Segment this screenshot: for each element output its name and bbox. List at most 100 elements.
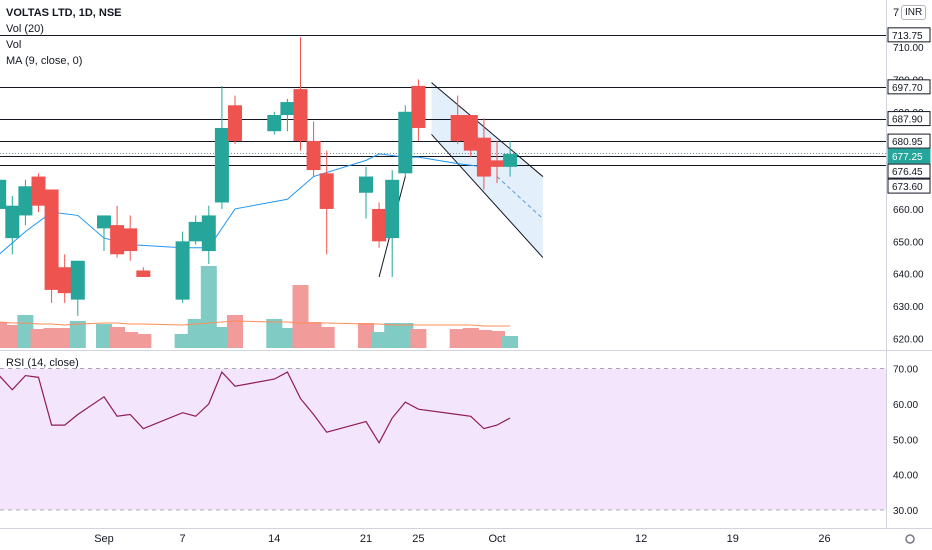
volume-bar	[292, 285, 309, 348]
channel-lower-line[interactable]	[431, 134, 544, 258]
indicator-vol20[interactable]: Vol (20)	[6, 23, 44, 35]
candle-body[interactable]	[490, 160, 504, 167]
level-price-label: 673.60	[892, 182, 923, 193]
time-tick-label: 19	[727, 533, 739, 545]
volume-bar	[43, 328, 60, 348]
volume-bar	[69, 321, 86, 348]
volume-bar	[449, 329, 466, 348]
level-price-label-box	[887, 79, 931, 95]
volume-bar	[227, 315, 243, 348]
level-price-label: 713.75	[892, 31, 923, 42]
currency-button[interactable]: INR	[901, 5, 927, 20]
candle-body[interactable]	[201, 215, 216, 252]
candle-body[interactable]	[306, 140, 321, 171]
candle-body[interactable]	[44, 189, 59, 290]
symbol-title[interactable]: VOLTAS LTD, 1D, NSE	[6, 7, 122, 19]
volume-bar	[174, 334, 191, 348]
candle-body[interactable]	[228, 105, 242, 141]
rsi-band-fill	[0, 368, 886, 510]
time-tick-label: 12	[635, 533, 647, 545]
volume-bar	[30, 329, 47, 348]
volume-bar	[358, 323, 374, 348]
candle-body[interactable]	[503, 153, 518, 167]
volume-bar	[371, 332, 388, 348]
rsi-tick-label: 60.00	[893, 400, 918, 411]
volume-bar	[318, 327, 335, 348]
volume-bar	[213, 327, 230, 348]
time-tick-label: 7	[180, 533, 186, 545]
rsi-tick-label: 30.00	[893, 506, 918, 517]
candle-body[interactable]	[70, 260, 85, 300]
candle-body[interactable]	[97, 215, 111, 229]
scale-digit: 7	[893, 7, 900, 19]
volume-bar	[384, 323, 401, 348]
volume-bar	[502, 336, 519, 348]
candle-body[interactable]	[319, 173, 334, 209]
candle-body[interactable]	[57, 267, 72, 294]
candle-body[interactable]	[398, 111, 413, 174]
candle-body[interactable]	[372, 208, 387, 242]
settings-gear-icon[interactable]	[905, 534, 915, 544]
volume-bar	[96, 324, 112, 348]
chart-legend: VOLTAS LTD, 1D, NSE Vol (20) Vol MA (9, …	[6, 5, 122, 69]
indicator-ma[interactable]: MA (9, close, 0)	[6, 55, 83, 67]
volume-bar	[56, 328, 73, 348]
candle-body[interactable]	[5, 205, 20, 239]
volume-bar	[135, 334, 152, 348]
time-tick-label: Sep	[94, 533, 114, 545]
indicator-vol[interactable]: Vol	[6, 39, 22, 51]
candle-body[interactable]	[214, 127, 229, 203]
volume-bar	[462, 328, 479, 348]
candle-body[interactable]	[188, 221, 203, 242]
level-price-label-box	[887, 27, 931, 43]
volume-bar	[410, 329, 427, 348]
candle-body[interactable]	[110, 225, 125, 255]
rsi-legend[interactable]: RSI (14, close)	[6, 357, 79, 369]
candle-body[interactable]	[385, 179, 400, 239]
candle-body[interactable]	[293, 89, 308, 141]
channel-upper-line[interactable]	[431, 82, 544, 177]
price-scale-corner: 7 INR	[888, 0, 932, 28]
candle-body[interactable]	[476, 137, 491, 177]
candle-body[interactable]	[0, 179, 7, 209]
rsi-tick-label: 70.00	[893, 365, 918, 376]
candle-body[interactable]	[411, 85, 426, 128]
candle-body[interactable]	[359, 176, 373, 193]
candle-body[interactable]	[18, 186, 33, 216]
price-tick-label: 660.00	[893, 205, 924, 216]
candle-body[interactable]	[463, 115, 478, 151]
volume-bar	[4, 325, 21, 348]
time-tick-label: 26	[818, 533, 830, 545]
price-tick-label: 650.00	[893, 237, 924, 248]
time-tick-label: 21	[360, 533, 372, 545]
price-tick-label: 620.00	[893, 335, 924, 346]
candle-body[interactable]	[267, 115, 282, 132]
volume-bar	[0, 322, 8, 348]
rsi-line	[0, 370, 511, 444]
level-price-label-box	[887, 178, 931, 194]
level-price-label: 676.45	[892, 167, 923, 178]
level-price-label-box	[887, 148, 931, 164]
volume-bar	[279, 328, 296, 348]
level-price-label: 677.25	[892, 152, 923, 163]
volume-bar	[200, 266, 217, 348]
volume-bar	[187, 319, 204, 348]
time-tick-label: 14	[268, 533, 280, 545]
candle-body[interactable]	[175, 241, 190, 300]
candle-body[interactable]	[280, 102, 295, 116]
volume-ma-line	[0, 320, 511, 327]
volume-bar	[475, 330, 492, 348]
candle-body[interactable]	[450, 115, 465, 141]
price-tick-label: 710.00	[893, 43, 924, 54]
volume-bar	[305, 322, 322, 348]
channel-mid-line	[496, 176, 544, 220]
volume-bar	[489, 331, 505, 348]
level-price-label-box	[887, 133, 931, 149]
candle-body[interactable]	[31, 176, 46, 206]
candle-body[interactable]	[136, 270, 151, 277]
level-price-label: 697.70	[892, 83, 923, 94]
rsi-tick-label: 40.00	[893, 471, 918, 482]
volume-bar	[109, 327, 126, 348]
candle-body[interactable]	[123, 228, 138, 252]
